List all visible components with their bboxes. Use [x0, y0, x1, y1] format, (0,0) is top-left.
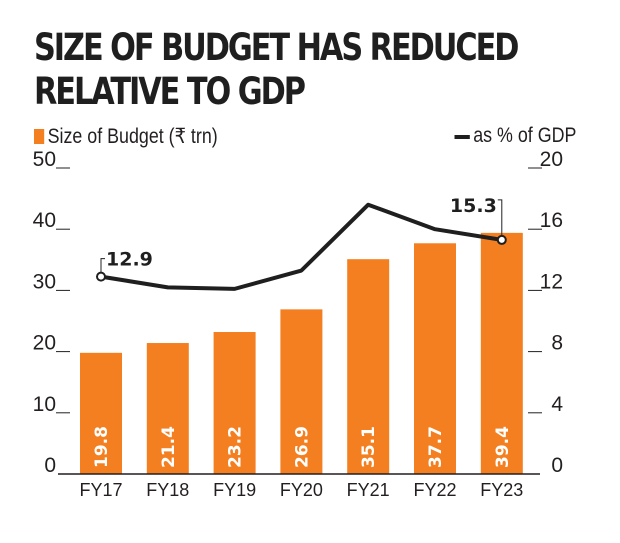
- left-axis-tick-label: 40: [33, 209, 56, 232]
- x-axis-tick-label: FY22: [413, 480, 456, 500]
- x-axis-tick-label: FY18: [146, 480, 189, 500]
- x-axis-tick-label: FY19: [213, 480, 256, 500]
- legend-bar-label: Size of Budget (₹ trn): [47, 125, 218, 148]
- legend-bar: Size of Budget (₹ trn): [34, 124, 218, 149]
- right-axis-tick-label: 20: [540, 148, 563, 171]
- left-axis-tick-label: 50: [33, 148, 56, 171]
- legend-line-swatch: [454, 135, 470, 139]
- chart-title: SIZE OF BUDGET HAS REDUCED RELATIVE TO G…: [34, 26, 620, 114]
- legend-line-label: as % of GDP: [472, 124, 576, 147]
- line-marker: [96, 271, 106, 282]
- annotation-leader: [497, 199, 503, 240]
- bar-fy20: [280, 309, 323, 474]
- line-marker: [496, 234, 507, 245]
- annotation-label: 15.3: [450, 195, 497, 217]
- line-gdp-percent: [99, 202, 504, 291]
- left-axis-tick-label: 10: [33, 393, 56, 416]
- bar-fy18: [146, 343, 189, 474]
- left-axis-tick-label: 20: [33, 332, 56, 355]
- bar-value-label: 21.4: [159, 426, 179, 468]
- bar-value-label: 37.7: [426, 426, 446, 468]
- bar-fy19: [213, 332, 256, 474]
- bar-fy23: [480, 232, 523, 474]
- bar-value-label: 19.8: [92, 426, 112, 468]
- right-axis-tick-label: 4: [551, 393, 563, 416]
- x-axis-tick-label: FY17: [79, 480, 122, 500]
- bar-fy22: [414, 243, 456, 474]
- x-axis-tick-label: FY21: [347, 480, 390, 500]
- bar-value-label: 39.4: [493, 426, 513, 468]
- bar-fy17: [80, 352, 122, 474]
- left-axis-tick-label: 30: [33, 270, 56, 293]
- right-axis-tick-label: 12: [540, 270, 563, 293]
- right-axis-tick-label: 0: [551, 454, 563, 477]
- chart-title-line-1: SIZE OF BUDGET HAS REDUCED: [34, 26, 519, 69]
- bar-value-label: 35.1: [359, 426, 379, 468]
- annotation-leader: [100, 258, 105, 277]
- chart-title-line-2: RELATIVE TO GDP: [34, 70, 306, 113]
- right-axis-tick-label: 16: [540, 209, 563, 232]
- x-axis-tick-label: FY20: [280, 480, 323, 500]
- right-axis-tick-label: 8: [551, 332, 563, 355]
- bar-fy21: [347, 259, 390, 474]
- bar-value-label: 23.2: [226, 426, 246, 468]
- annotation-label: 12.9: [106, 249, 153, 271]
- bar-value-label: 26.9: [292, 426, 312, 468]
- x-axis-tick-label: FY23: [480, 480, 523, 500]
- legend-bar-swatch: [34, 129, 45, 144]
- legend-line: as % of GDP: [454, 124, 576, 148]
- left-axis-tick-label: 0: [44, 454, 56, 477]
